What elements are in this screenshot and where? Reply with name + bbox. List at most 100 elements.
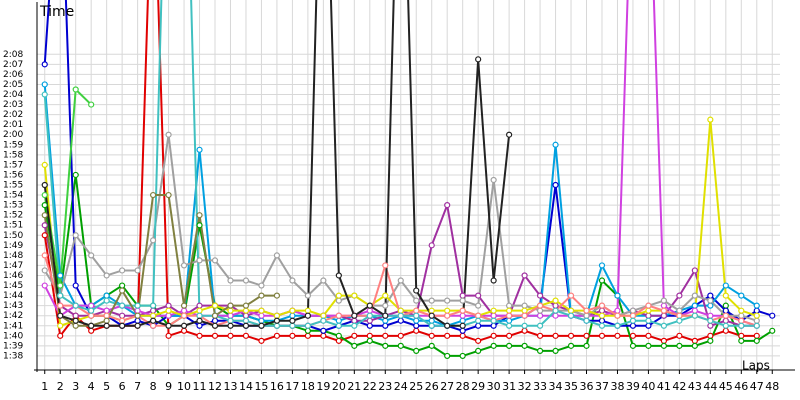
data-point (459, 307, 466, 314)
data-point (753, 307, 760, 314)
x-tick-label: 46 (734, 380, 748, 393)
series-line (43, 87, 92, 286)
data-point (196, 212, 203, 219)
x-axis-label: Laps (742, 359, 770, 373)
data-point (645, 307, 652, 314)
data-point (289, 277, 296, 284)
data-point (459, 352, 466, 360)
y-tick-label: 1:43 (3, 301, 23, 311)
data-point (196, 312, 203, 319)
x-tick-label: 5 (103, 380, 110, 393)
data-point (521, 272, 528, 279)
data-point (242, 307, 250, 314)
data-point (444, 307, 451, 314)
data-point (289, 332, 296, 339)
data-point (88, 252, 95, 259)
data-point (134, 317, 141, 324)
data-point (552, 347, 559, 354)
data-point (134, 307, 141, 314)
data-point (413, 312, 420, 319)
data-point (676, 317, 683, 324)
data-point (103, 272, 110, 279)
y-tick-label: 1:39 (3, 341, 23, 351)
data-point (88, 322, 95, 329)
data-point (149, 322, 157, 329)
x-tick-label: 30 (487, 380, 501, 393)
data-point (428, 342, 435, 349)
data-point (722, 317, 729, 324)
x-tick-label: 41 (657, 380, 671, 393)
y-tick-label: 1:49 (3, 241, 23, 251)
data-point (320, 277, 327, 284)
data-point (289, 317, 296, 324)
y-axis-label: Time (39, 4, 74, 20)
y-tick-label: 2:00 (3, 130, 23, 140)
data-point (196, 257, 203, 264)
data-point (196, 317, 203, 324)
data-point (722, 312, 729, 319)
data-point (598, 312, 606, 319)
data-point (320, 327, 327, 334)
data-point (211, 312, 219, 319)
data-point (304, 322, 311, 329)
data-point (567, 292, 575, 299)
data-point (598, 332, 606, 339)
data-point (119, 282, 126, 289)
data-point (738, 322, 745, 329)
data-point (88, 302, 95, 309)
data-point (366, 302, 373, 309)
data-point (351, 292, 358, 299)
x-tick-label: 29 (471, 380, 485, 393)
x-tick-label: 18 (301, 380, 315, 393)
data-point (475, 317, 482, 324)
data-point (273, 332, 281, 339)
data-point (72, 86, 79, 93)
data-point (227, 317, 234, 324)
data-point (645, 342, 652, 349)
data-point (691, 337, 698, 344)
y-tick-label: 1:46 (3, 271, 23, 281)
data-point (88, 327, 95, 334)
y-tick-label: 2:02 (3, 110, 23, 120)
data-point (490, 322, 497, 329)
data-point (459, 322, 466, 329)
data-point (41, 181, 48, 189)
data-point (119, 302, 126, 309)
data-point (382, 332, 389, 339)
data-point (614, 307, 621, 314)
data-point (444, 352, 451, 360)
data-point (583, 342, 590, 349)
data-point (629, 317, 637, 324)
y-tick-label: 1:59 (3, 140, 23, 150)
data-point (552, 307, 559, 314)
y-tick-label: 2:03 (3, 100, 23, 110)
data-point (366, 337, 373, 344)
data-point (273, 292, 281, 299)
data-point (41, 212, 48, 219)
data-point (598, 307, 606, 314)
data-point (722, 282, 729, 289)
data-point (320, 312, 327, 319)
data-point (753, 332, 760, 339)
data-point (676, 312, 683, 319)
data-point (490, 332, 497, 339)
y-tick-label: 1:42 (3, 311, 23, 321)
data-point (567, 332, 575, 339)
data-point (196, 332, 203, 339)
data-point (57, 332, 64, 339)
data-point (676, 307, 683, 314)
data-point (428, 322, 435, 329)
data-point (165, 191, 172, 199)
data-point (273, 317, 281, 324)
data-point (428, 317, 435, 324)
data-point (242, 317, 250, 324)
data-point (103, 297, 110, 304)
data-point (211, 332, 219, 339)
x-tick-label: 27 (440, 380, 454, 393)
data-point (490, 277, 497, 284)
data-point (722, 302, 729, 309)
x-tick-label: 34 (549, 380, 563, 393)
data-point (273, 252, 281, 259)
data-point (119, 312, 126, 319)
data-point (475, 312, 482, 319)
